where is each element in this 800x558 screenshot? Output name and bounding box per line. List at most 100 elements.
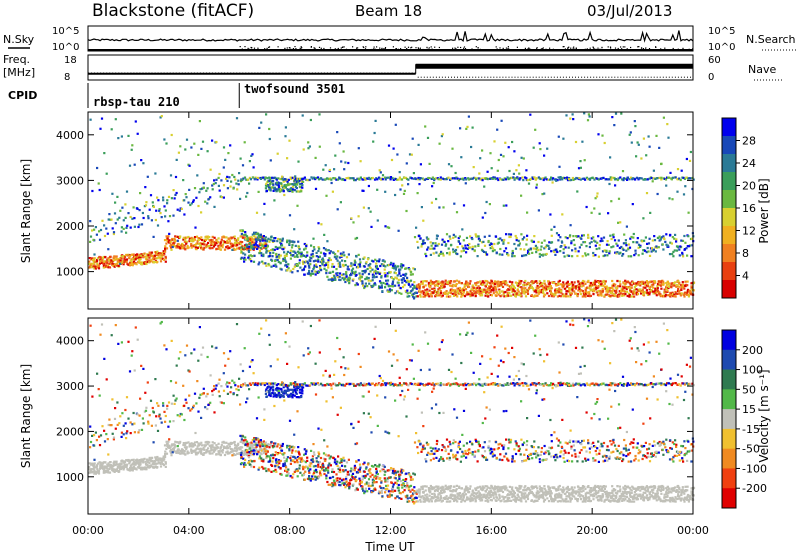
power-cell xyxy=(390,178,392,180)
power-cell xyxy=(398,279,400,281)
power-cell xyxy=(551,287,553,289)
power-cell xyxy=(399,177,401,179)
power-cell xyxy=(89,220,91,222)
power-cell xyxy=(368,283,370,285)
power-cell xyxy=(533,235,535,237)
power-cell xyxy=(654,288,656,290)
power-cell xyxy=(295,186,297,188)
power-cell xyxy=(437,283,439,285)
velocity-cell xyxy=(164,453,166,455)
power-cell xyxy=(223,197,225,199)
power-colorbar-swatch xyxy=(722,118,736,137)
power-cell xyxy=(96,234,98,236)
nsearch-point xyxy=(393,46,394,47)
power-cell xyxy=(404,190,406,192)
power-cell xyxy=(411,177,413,179)
power-cell xyxy=(452,248,454,250)
power-cell xyxy=(675,295,677,297)
power-cell xyxy=(442,133,444,135)
power-cell xyxy=(239,198,241,200)
power-cell xyxy=(215,179,217,181)
power-cell xyxy=(468,116,470,118)
power-cell xyxy=(96,167,98,169)
power-cell xyxy=(408,283,410,285)
power-cell xyxy=(213,179,215,181)
power-cell xyxy=(276,182,278,184)
velocity-cell xyxy=(147,459,149,461)
nsearch-point xyxy=(245,49,246,50)
nave-point xyxy=(533,77,534,78)
nsearch-point xyxy=(428,49,429,50)
power-cell xyxy=(582,255,584,257)
nave-point xyxy=(481,77,482,78)
power-cell xyxy=(676,191,678,193)
power-cell xyxy=(461,282,463,284)
power-cell xyxy=(555,180,557,182)
nave-point xyxy=(233,73,234,74)
power-cell xyxy=(130,227,132,229)
power-cell xyxy=(358,254,360,256)
power-cell xyxy=(124,256,126,258)
power-cell xyxy=(635,155,637,157)
nave-point xyxy=(394,73,395,74)
power-cell xyxy=(611,287,613,289)
power-cell xyxy=(528,283,530,285)
power-cell xyxy=(289,214,291,216)
power-cell xyxy=(278,184,280,186)
power-cell xyxy=(340,255,342,257)
power-cell xyxy=(614,184,616,186)
power-cell xyxy=(588,291,590,293)
power-cell xyxy=(452,293,454,295)
nave-point xyxy=(375,73,376,74)
velocity-cell xyxy=(178,449,180,451)
power-cell xyxy=(589,115,591,117)
power-cell xyxy=(339,264,341,266)
power-cell xyxy=(462,294,464,296)
power-colorbar-swatch xyxy=(722,136,736,155)
nave-point xyxy=(575,77,576,78)
power-cell xyxy=(348,282,350,284)
nsearch-point xyxy=(645,49,646,50)
power-cell xyxy=(587,237,589,239)
power-cell xyxy=(165,243,167,245)
nave-point xyxy=(182,73,183,74)
power-cell xyxy=(326,240,328,242)
power-cell xyxy=(596,248,598,250)
power-cell xyxy=(340,160,342,162)
nsearch-point xyxy=(301,48,302,49)
power-cell xyxy=(260,234,262,236)
power-cell xyxy=(568,178,570,180)
nsearch-point xyxy=(314,48,315,49)
power-cell xyxy=(315,260,317,262)
power-cell xyxy=(162,199,164,201)
power-cell xyxy=(582,290,584,292)
power-cell xyxy=(530,248,532,250)
power-cell xyxy=(263,235,265,237)
velocity-cell xyxy=(236,453,238,455)
velocity-cell xyxy=(95,432,97,434)
power-cell xyxy=(417,192,419,194)
power-cell xyxy=(644,287,646,289)
nave-point xyxy=(143,73,144,74)
nsearch-point xyxy=(576,48,577,49)
power-cell xyxy=(489,152,491,154)
power-cell xyxy=(558,166,560,168)
power-cell xyxy=(583,112,585,114)
power-cell xyxy=(184,148,186,150)
nsearch-point xyxy=(593,47,594,48)
nave-point xyxy=(121,73,122,74)
power-cell xyxy=(450,244,452,246)
power-cell xyxy=(616,280,618,282)
power-cell xyxy=(197,205,199,207)
nsearch-point xyxy=(410,47,411,48)
power-cell xyxy=(274,249,276,251)
power-cell xyxy=(447,177,449,179)
velocity-cell xyxy=(225,442,227,444)
power-cell xyxy=(430,241,432,243)
power-cell xyxy=(379,273,381,275)
power-cell xyxy=(283,194,285,196)
velocity-cell xyxy=(117,463,119,465)
power-cell xyxy=(577,281,579,283)
nave-point xyxy=(230,73,231,74)
power-cell xyxy=(371,269,373,271)
